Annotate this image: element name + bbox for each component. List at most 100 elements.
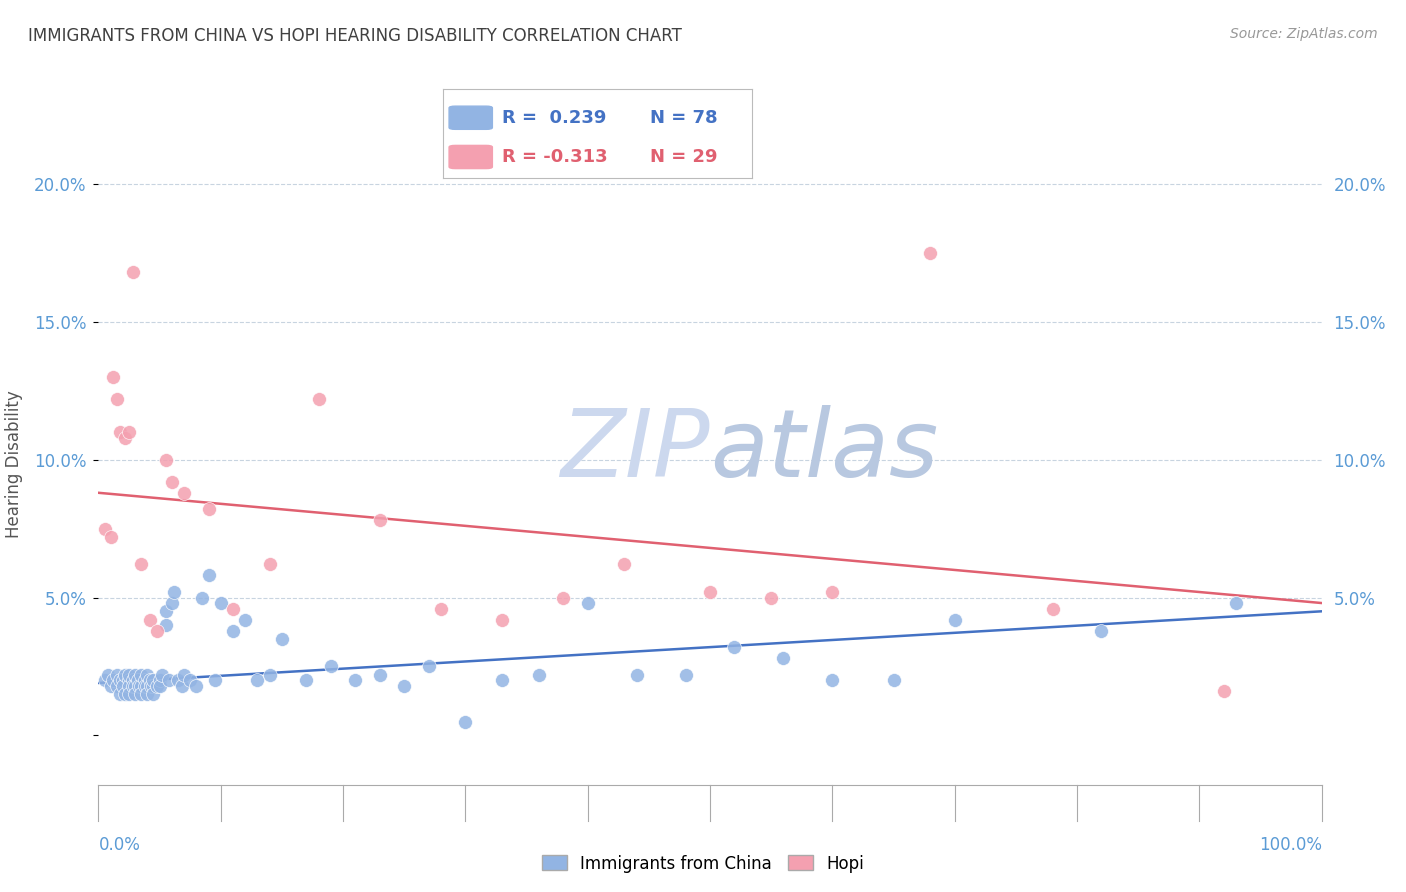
Point: [139, 613, 162, 627]
Point: [149, 673, 172, 688]
Point: [699, 585, 721, 599]
Point: [204, 673, 226, 688]
FancyBboxPatch shape: [449, 145, 492, 169]
Point: [1212, 684, 1234, 698]
Point: [146, 624, 169, 638]
Point: [626, 667, 648, 681]
Point: [295, 673, 318, 688]
Point: [111, 673, 134, 688]
Point: [134, 673, 156, 688]
Y-axis label: Hearing Disability: Hearing Disability: [6, 390, 22, 538]
Point: [1042, 601, 1064, 615]
Point: [576, 596, 599, 610]
Point: [613, 558, 636, 572]
Point: [139, 679, 162, 693]
Point: [723, 640, 745, 654]
Point: [155, 604, 177, 618]
Point: [136, 687, 159, 701]
Point: [129, 679, 152, 693]
Point: [124, 679, 146, 693]
Point: [114, 687, 136, 701]
Point: [170, 679, 193, 693]
Point: [197, 568, 219, 582]
Text: 0.0%: 0.0%: [98, 837, 141, 855]
Point: [209, 596, 232, 610]
Point: [124, 687, 146, 701]
Point: [943, 613, 966, 627]
Point: [491, 673, 513, 688]
Text: IMMIGRANTS FROM CHINA VS HOPI HEARING DISABILITY CORRELATION CHART: IMMIGRANTS FROM CHINA VS HOPI HEARING DI…: [28, 27, 682, 45]
Point: [761, 591, 783, 605]
Point: [129, 558, 152, 572]
Point: [160, 596, 183, 610]
Point: [772, 651, 794, 665]
Point: [114, 431, 136, 445]
Point: [118, 425, 141, 439]
Point: [246, 673, 269, 688]
Point: [128, 679, 150, 693]
Point: [101, 370, 124, 384]
Point: [111, 679, 134, 693]
Point: [454, 714, 477, 729]
Point: [270, 632, 294, 646]
Point: [883, 673, 905, 688]
Point: [118, 673, 141, 688]
Point: [222, 624, 245, 638]
Text: atlas: atlas: [710, 406, 938, 497]
Point: [418, 659, 440, 673]
Point: [173, 485, 195, 500]
Point: [134, 679, 156, 693]
FancyBboxPatch shape: [449, 106, 492, 129]
Text: R = -0.313: R = -0.313: [502, 148, 607, 166]
Text: N = 29: N = 29: [650, 148, 717, 166]
Point: [233, 613, 256, 627]
Point: [121, 679, 143, 693]
Point: [93, 522, 115, 536]
Point: [160, 475, 183, 489]
Point: [121, 265, 143, 279]
Point: [105, 392, 128, 406]
Point: [101, 673, 124, 688]
Point: [142, 679, 165, 693]
Point: [146, 679, 169, 693]
Legend: Immigrants from China, Hopi: Immigrants from China, Hopi: [534, 848, 872, 880]
Point: [110, 673, 132, 688]
Point: [173, 667, 195, 681]
Point: [222, 601, 245, 615]
Point: [139, 673, 162, 688]
Point: [368, 667, 391, 681]
Point: [93, 673, 115, 688]
Point: [118, 679, 141, 693]
Text: Source: ZipAtlas.com: Source: ZipAtlas.com: [1230, 27, 1378, 41]
Point: [118, 667, 141, 681]
Text: N = 78: N = 78: [650, 109, 717, 127]
Point: [259, 667, 281, 681]
Point: [129, 687, 152, 701]
Point: [110, 425, 132, 439]
Point: [920, 246, 942, 260]
Point: [105, 679, 128, 693]
Point: [127, 673, 149, 688]
Point: [179, 673, 201, 688]
Point: [167, 673, 190, 688]
Point: [100, 679, 122, 693]
Point: [675, 667, 697, 681]
Point: [121, 673, 143, 688]
Point: [821, 673, 844, 688]
Point: [142, 673, 165, 688]
Text: ZIP: ZIP: [561, 406, 710, 497]
Point: [136, 667, 159, 681]
Point: [149, 679, 172, 693]
Text: R =  0.239: R = 0.239: [502, 109, 606, 127]
Point: [97, 667, 120, 681]
Point: [553, 591, 575, 605]
Point: [319, 659, 342, 673]
Point: [1090, 624, 1112, 638]
Point: [163, 585, 186, 599]
Point: [392, 679, 416, 693]
Point: [142, 687, 165, 701]
Text: 100.0%: 100.0%: [1258, 837, 1322, 855]
Point: [259, 558, 281, 572]
Point: [527, 667, 550, 681]
Point: [129, 667, 152, 681]
